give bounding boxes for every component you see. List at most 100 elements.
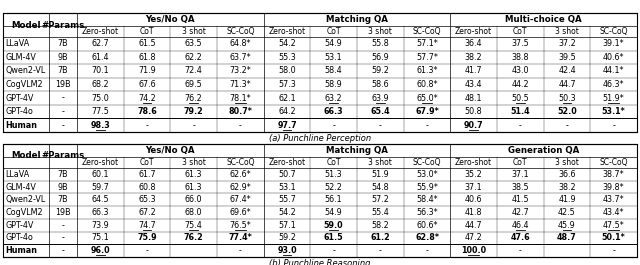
Text: 47.6: 47.6 bbox=[511, 233, 530, 242]
Text: 63.9: 63.9 bbox=[372, 94, 389, 103]
Text: Model: Model bbox=[12, 20, 41, 29]
Text: 61.3: 61.3 bbox=[185, 183, 202, 192]
Text: LLaVA: LLaVA bbox=[6, 170, 29, 179]
Text: 56.9: 56.9 bbox=[371, 53, 389, 62]
Text: -: - bbox=[519, 121, 522, 130]
Text: 77.4*: 77.4* bbox=[228, 233, 252, 242]
Text: 68.0: 68.0 bbox=[185, 208, 202, 217]
Text: 39.1*: 39.1* bbox=[603, 39, 625, 48]
Text: SC-CoQ: SC-CoQ bbox=[600, 158, 628, 167]
Text: 73.2*: 73.2* bbox=[230, 67, 252, 76]
Text: CogVLM2: CogVLM2 bbox=[6, 80, 43, 89]
Text: 66.3: 66.3 bbox=[92, 208, 109, 217]
Text: -: - bbox=[612, 246, 615, 255]
Text: SC-CoQ: SC-CoQ bbox=[226, 158, 255, 167]
Text: 57.2: 57.2 bbox=[371, 195, 389, 204]
Text: 61.5: 61.5 bbox=[138, 39, 156, 48]
Text: 98.3: 98.3 bbox=[90, 121, 110, 130]
Text: 61.3*: 61.3* bbox=[416, 67, 438, 76]
Text: -: - bbox=[145, 121, 148, 130]
Text: 41.7: 41.7 bbox=[465, 67, 483, 76]
Text: 3 shot: 3 shot bbox=[555, 158, 579, 167]
Text: 42.4: 42.4 bbox=[558, 67, 576, 76]
Text: 67.4*: 67.4* bbox=[230, 195, 251, 204]
Text: Zero-shot: Zero-shot bbox=[455, 27, 492, 36]
Text: 71.3*: 71.3* bbox=[230, 80, 251, 89]
Text: 96.0: 96.0 bbox=[90, 246, 110, 255]
Text: CoT: CoT bbox=[326, 27, 341, 36]
Text: -: - bbox=[192, 121, 195, 130]
Text: Yes/No QA: Yes/No QA bbox=[145, 146, 195, 155]
Text: 62.2: 62.2 bbox=[185, 53, 202, 62]
Text: 53.1*: 53.1* bbox=[602, 107, 625, 116]
Text: 64.2: 64.2 bbox=[278, 107, 296, 116]
Text: Human: Human bbox=[6, 121, 38, 130]
Text: Zero-shot: Zero-shot bbox=[268, 158, 305, 167]
Text: Zero-shot: Zero-shot bbox=[82, 158, 119, 167]
Text: 77.5: 77.5 bbox=[92, 107, 109, 116]
Text: 61.3: 61.3 bbox=[185, 170, 202, 179]
Text: 7B: 7B bbox=[58, 39, 68, 48]
Text: 59.7: 59.7 bbox=[92, 183, 109, 192]
Text: 41.9: 41.9 bbox=[558, 195, 576, 204]
Text: -: - bbox=[61, 233, 65, 242]
Text: 51.4: 51.4 bbox=[511, 107, 530, 116]
Text: 7B: 7B bbox=[58, 67, 68, 76]
Text: 43.4*: 43.4* bbox=[603, 208, 625, 217]
Text: 75.0: 75.0 bbox=[92, 94, 109, 103]
Text: CogVLM2: CogVLM2 bbox=[6, 208, 43, 217]
Text: 58.0: 58.0 bbox=[278, 67, 296, 76]
Text: 54.2: 54.2 bbox=[278, 208, 296, 217]
Text: -: - bbox=[332, 121, 335, 130]
Text: 58.9: 58.9 bbox=[324, 80, 342, 89]
Text: 93.0: 93.0 bbox=[277, 246, 297, 255]
Text: 44.7: 44.7 bbox=[558, 80, 576, 89]
Text: 60.8*: 60.8* bbox=[416, 80, 438, 89]
Text: Generation QA: Generation QA bbox=[508, 146, 579, 155]
Text: GPT-4V: GPT-4V bbox=[6, 94, 34, 103]
Text: 37.5: 37.5 bbox=[511, 39, 529, 48]
Text: 40.6*: 40.6* bbox=[603, 53, 625, 62]
Text: 62.8*: 62.8* bbox=[415, 233, 439, 242]
Text: SC-CoQ: SC-CoQ bbox=[413, 158, 441, 167]
Text: 42.5: 42.5 bbox=[558, 208, 576, 217]
Text: 65.3: 65.3 bbox=[138, 195, 156, 204]
Text: 37.2: 37.2 bbox=[558, 39, 576, 48]
Text: 48.1: 48.1 bbox=[465, 94, 483, 103]
Text: 37.1: 37.1 bbox=[465, 183, 483, 192]
Text: 3 shot: 3 shot bbox=[555, 27, 579, 36]
Text: 76.2: 76.2 bbox=[185, 94, 202, 103]
Text: -: - bbox=[426, 121, 428, 130]
Text: 58.4*: 58.4* bbox=[416, 195, 438, 204]
Text: -: - bbox=[61, 246, 65, 255]
Text: 97.7: 97.7 bbox=[277, 121, 297, 130]
Text: 57.3: 57.3 bbox=[278, 80, 296, 89]
Text: 58.4: 58.4 bbox=[325, 67, 342, 76]
Text: 80.7*: 80.7* bbox=[228, 107, 252, 116]
Text: 44.1*: 44.1* bbox=[603, 67, 625, 76]
Text: 61.7: 61.7 bbox=[138, 170, 156, 179]
Text: Zero-shot: Zero-shot bbox=[268, 27, 305, 36]
Text: 73.9: 73.9 bbox=[92, 221, 109, 230]
Text: 63.5: 63.5 bbox=[185, 39, 202, 48]
Text: 62.1: 62.1 bbox=[278, 94, 296, 103]
Text: 66.0: 66.0 bbox=[185, 195, 202, 204]
Text: 62.9*: 62.9* bbox=[230, 183, 252, 192]
Text: GPT-4o: GPT-4o bbox=[6, 107, 33, 116]
Text: 46.4: 46.4 bbox=[511, 221, 529, 230]
Text: CoT: CoT bbox=[513, 27, 527, 36]
Text: -: - bbox=[61, 221, 65, 230]
Text: 52.2: 52.2 bbox=[324, 183, 342, 192]
Text: CoT: CoT bbox=[140, 158, 154, 167]
Text: 50.7: 50.7 bbox=[278, 170, 296, 179]
Text: 50.8: 50.8 bbox=[465, 107, 483, 116]
Text: CoT: CoT bbox=[326, 158, 341, 167]
Text: 38.2: 38.2 bbox=[558, 183, 576, 192]
Text: 55.4: 55.4 bbox=[371, 208, 389, 217]
Text: Zero-shot: Zero-shot bbox=[455, 158, 492, 167]
Text: -: - bbox=[61, 121, 65, 130]
Text: 39.5: 39.5 bbox=[558, 53, 576, 62]
Text: 3 shot: 3 shot bbox=[182, 158, 205, 167]
Text: SC-CoQ: SC-CoQ bbox=[413, 27, 441, 36]
Text: 54.8: 54.8 bbox=[372, 183, 389, 192]
